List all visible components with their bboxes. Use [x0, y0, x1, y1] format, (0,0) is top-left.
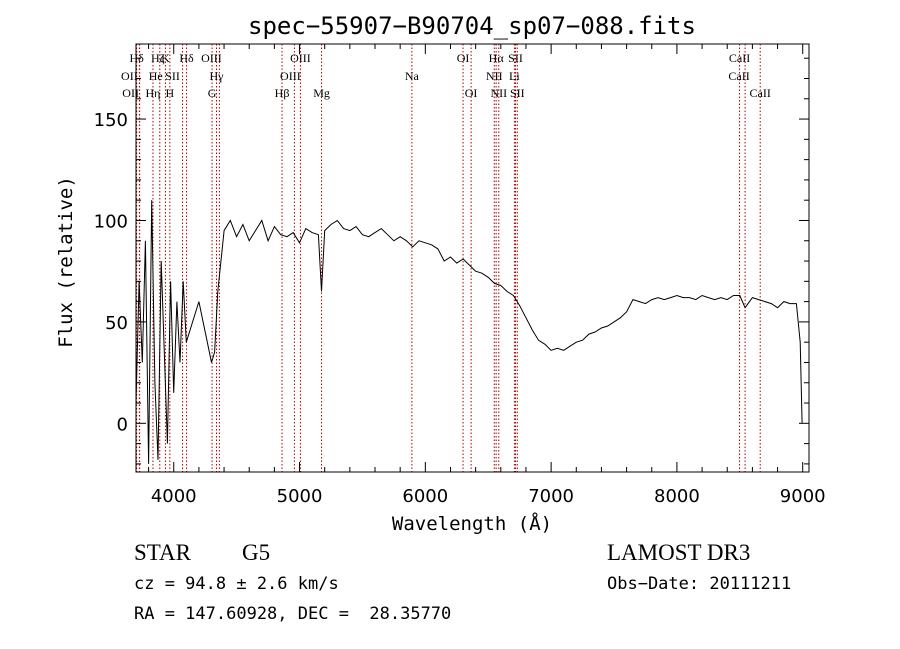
line-label: CaII: [729, 51, 750, 65]
y-tick-label: 50: [105, 313, 128, 334]
x-tick-label: 7000: [528, 486, 574, 507]
line-label: Hβ: [275, 86, 290, 100]
y-tick-label: 0: [117, 414, 128, 435]
plot-frame: [135, 43, 810, 473]
x-axis: 4000 5000 6000 7000 8000 9000: [148, 44, 826, 507]
line-label: Hα: [489, 51, 505, 65]
line-label: Na: [405, 69, 420, 83]
line-label: Hδ: [179, 51, 194, 65]
line-label: OI: [457, 51, 470, 65]
coordinates: RA = 147.60928, DEC = 28.35770: [134, 604, 451, 624]
line-label: Hγ: [210, 69, 225, 83]
line-label: Li: [509, 69, 520, 83]
line-label: OII: [122, 86, 139, 100]
object-class: STAR: [134, 540, 192, 565]
y-tick-label: 150: [94, 110, 128, 131]
x-axis-label: Wavelength (Å): [392, 512, 552, 535]
survey-name: LAMOST DR3: [607, 540, 750, 565]
subclass: G5: [242, 540, 270, 565]
y-axis: 0 50 100 150: [94, 57, 809, 465]
spectrum-series: [135, 200, 803, 464]
x-tick-label: 9000: [780, 486, 826, 507]
line-markers: [136, 44, 761, 472]
line-label: OI: [465, 86, 478, 100]
line-label: H: [166, 86, 175, 100]
y-tick-label: 100: [94, 211, 128, 232]
line-label: SII: [165, 69, 180, 83]
line-label: OII: [121, 69, 138, 83]
chart-title: spec−55907−B90704_sp07−088.fits: [248, 12, 696, 40]
line-label: G: [208, 86, 217, 100]
line-label: Mg: [313, 86, 330, 100]
x-tick-label: 5000: [277, 486, 323, 507]
line-label: Hη: [146, 86, 161, 100]
y-axis-label: Flux (relative): [55, 176, 77, 348]
x-tick-label: 8000: [654, 486, 700, 507]
line-label: NII: [486, 69, 503, 83]
line-label: NII: [490, 86, 507, 100]
line-label: OIII: [280, 69, 301, 83]
line-label: SII: [510, 86, 525, 100]
line-label: OIII: [201, 51, 222, 65]
line-label: K: [161, 51, 170, 65]
line-label: SII: [508, 51, 523, 65]
line-label: OIII: [290, 51, 311, 65]
x-tick-label: 4000: [151, 486, 197, 507]
line-label: Hζ: [151, 51, 165, 65]
line-label: CaII: [750, 86, 771, 100]
line-label: He: [149, 69, 163, 83]
redshift: cz = 94.8 ± 2.6 km/s: [134, 574, 339, 594]
obs-date: Obs−Date: 20111211: [607, 574, 791, 594]
x-tick-label: 6000: [402, 486, 448, 507]
line-label: CaII: [728, 69, 749, 83]
